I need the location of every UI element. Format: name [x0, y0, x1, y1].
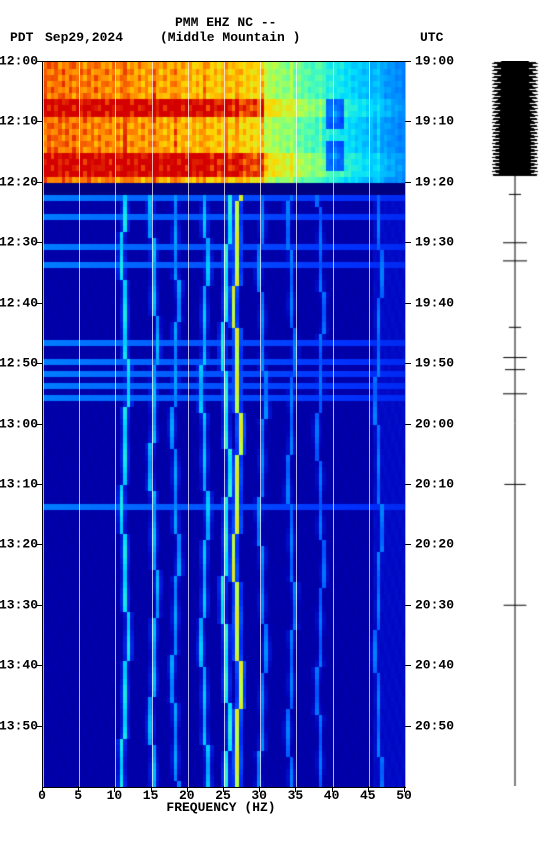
- grid-line: [224, 62, 225, 787]
- waveform-panel: [490, 61, 540, 786]
- left-time-label: 13:00: [0, 416, 38, 431]
- grid-line: [405, 62, 406, 787]
- station-channel: PMM EHZ NC --: [175, 15, 276, 30]
- station-name: (Middle Mountain ): [160, 30, 300, 45]
- right-time-label: 19:40: [415, 295, 454, 310]
- left-time-label: 13:30: [0, 597, 38, 612]
- right-time-label: 20:10: [415, 476, 454, 491]
- left-time-label: 12:30: [0, 235, 38, 250]
- grid-line: [369, 62, 370, 787]
- left-time-label: 13:50: [0, 718, 38, 733]
- right-time-label: 20:40: [415, 658, 454, 673]
- right-time-label: 19:30: [415, 235, 454, 250]
- right-time-label: 20:30: [415, 597, 454, 612]
- left-time-label: 12:00: [0, 54, 38, 69]
- grid-line: [333, 62, 334, 787]
- x-axis-label: FREQUENCY (HZ): [0, 800, 497, 815]
- right-time-label: 19:50: [415, 356, 454, 371]
- right-time-label: 20:50: [415, 718, 454, 733]
- right-time-label: 20:00: [415, 416, 454, 431]
- grid-line: [115, 62, 116, 787]
- left-time-label: 12:10: [0, 114, 38, 129]
- right-time-label: 19:10: [415, 114, 454, 129]
- grid-line: [260, 62, 261, 787]
- right-time-label: 19:00: [415, 54, 454, 69]
- left-time-label: 12:50: [0, 356, 38, 371]
- grid-line: [152, 62, 153, 787]
- date: Sep29,2024: [45, 30, 123, 45]
- left-time-label: 12:20: [0, 174, 38, 189]
- left-time-label: 12:40: [0, 295, 38, 310]
- left-timezone: PDT: [10, 30, 33, 45]
- right-timezone: UTC: [420, 30, 443, 45]
- left-time-label: 13:40: [0, 658, 38, 673]
- left-time-label: 13:10: [0, 476, 38, 491]
- right-time-label: 20:20: [415, 537, 454, 552]
- waveform-canvas: [490, 61, 540, 786]
- grid-line: [188, 62, 189, 787]
- grid-line: [296, 62, 297, 787]
- right-time-label: 19:20: [415, 174, 454, 189]
- grid-line: [43, 62, 44, 787]
- grid-line: [79, 62, 80, 787]
- left-time-label: 13:20: [0, 537, 38, 552]
- spectrogram-plot: [42, 61, 406, 788]
